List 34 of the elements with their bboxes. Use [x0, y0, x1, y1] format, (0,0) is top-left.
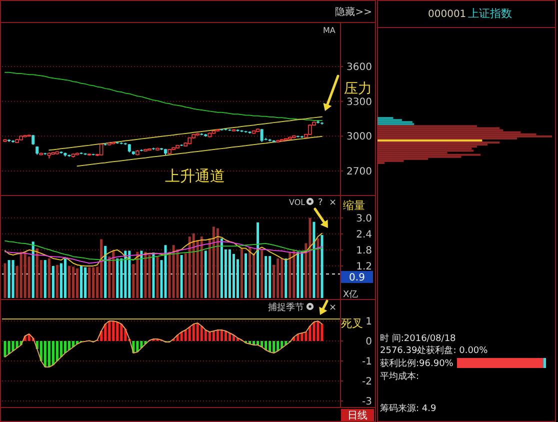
y-tick-label: 3000 [346, 132, 372, 143]
chart-subtitle: 上证指数 [468, 7, 512, 20]
text: 时 间:2016/08/18 [380, 333, 456, 344]
text: × [329, 303, 337, 313]
text: 缩量 [343, 199, 365, 212]
annotation: 上升通道 [165, 167, 225, 185]
y-tick-label: -1 [362, 356, 372, 368]
ref-line-label: 0.9 [349, 272, 365, 284]
y-tick-label: 2700 [346, 166, 372, 178]
y-axis-title: X亿 [343, 289, 358, 300]
annotation: MA [323, 26, 336, 35]
y-tick-label: 1.8 [356, 245, 372, 256]
text: 筹码来源: 4.9 [380, 403, 436, 414]
y-tick-label: -3 [362, 396, 372, 408]
text: 死叉 [341, 317, 363, 330]
y-tick-label: 获利比例:96.90% [380, 358, 454, 370]
text: 隐藏>> [335, 6, 372, 18]
text: 日线 [348, 410, 368, 422]
y-tick-label: 3.0 [356, 213, 372, 224]
text: 平均成本: [380, 371, 420, 382]
y-tick-label: 3600 [346, 62, 372, 74]
y-tick-label: 1.2 [356, 261, 372, 272]
annotation: 2576.39处获利盘: 0.00% [380, 345, 488, 356]
annotation: VOL [289, 198, 306, 207]
y-tick-label: -2 [362, 376, 372, 388]
text: × [329, 198, 337, 208]
annotation: 捕捉季节 [268, 302, 304, 313]
chart-title: 000001 [428, 9, 466, 20]
text: 压力 [344, 81, 372, 97]
y-tick-label: 1 [366, 316, 372, 328]
y-tick-label: 3300 [346, 96, 372, 108]
annotation: ? [318, 198, 323, 208]
y-tick-label: 0 [366, 336, 372, 348]
y-tick-label: 2.4 [356, 229, 372, 240]
